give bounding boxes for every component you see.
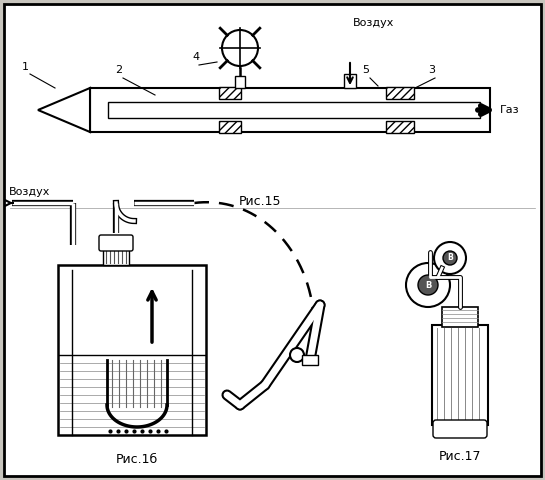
Bar	[103, 247, 129, 265]
Text: Воздух: Воздух	[353, 18, 395, 28]
Bar	[442, 307, 478, 327]
Bar	[386, 121, 414, 133]
Bar	[235, 76, 245, 88]
Bar	[302, 355, 318, 365]
Bar	[219, 87, 241, 99]
Bar	[386, 87, 414, 99]
Bar	[108, 102, 480, 118]
Bar	[58, 265, 206, 435]
Text: 4: 4	[192, 52, 199, 62]
Text: Рис.17: Рис.17	[439, 450, 481, 463]
Text: Газ: Газ	[500, 105, 519, 115]
FancyBboxPatch shape	[433, 420, 487, 438]
Circle shape	[443, 251, 457, 265]
Text: B: B	[425, 280, 431, 289]
Bar	[219, 121, 241, 133]
Circle shape	[434, 242, 466, 274]
Bar	[344, 74, 356, 88]
Text: 1: 1	[22, 62, 29, 72]
Circle shape	[418, 275, 438, 295]
Bar	[90, 88, 490, 132]
FancyBboxPatch shape	[99, 235, 133, 251]
Text: B: B	[447, 253, 453, 263]
Bar	[432, 325, 488, 425]
Circle shape	[222, 30, 258, 66]
Text: 5: 5	[362, 65, 369, 75]
Text: Рис.1б: Рис.1б	[116, 453, 158, 466]
Polygon shape	[38, 88, 90, 132]
Circle shape	[290, 348, 304, 362]
Text: 2: 2	[115, 65, 122, 75]
Circle shape	[406, 263, 450, 307]
Text: Рис.15: Рис.15	[239, 195, 281, 208]
Text: Воздух: Воздух	[9, 187, 50, 197]
Text: 3: 3	[428, 65, 435, 75]
